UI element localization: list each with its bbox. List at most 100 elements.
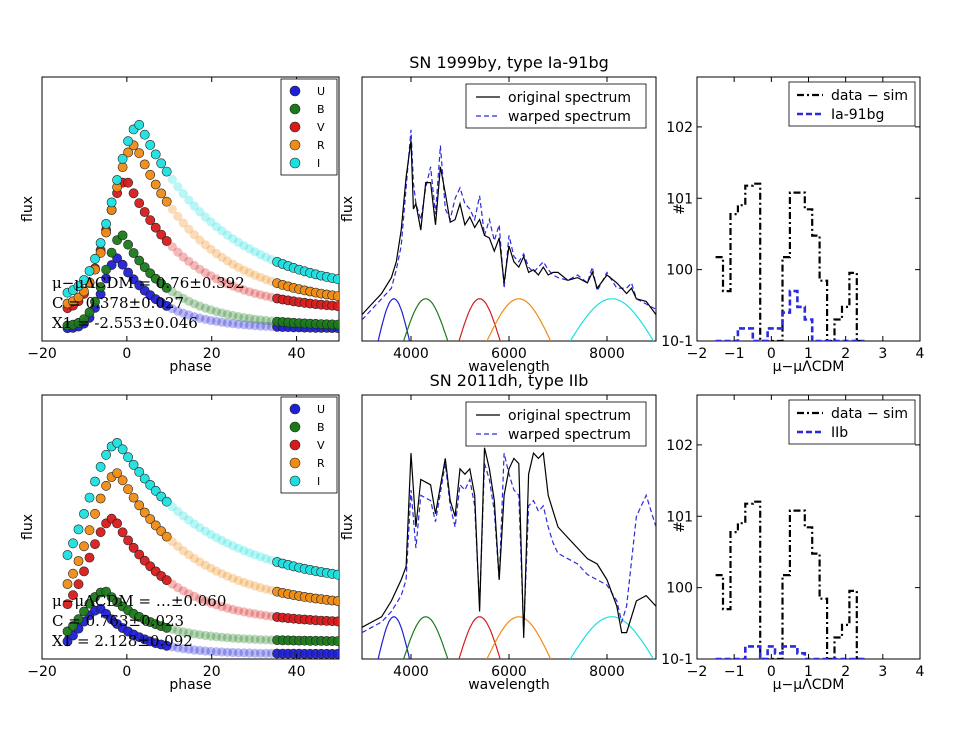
hist-top-ylabel: # [672,203,688,215]
lightcurve-bottom-point-I [189,519,199,529]
lightcurve-bottom-legend-label-B: B [317,421,325,434]
lightcurve-top-point-R [255,272,266,282]
lightcurve-bottom-point-R [134,500,145,511]
lightcurve-top-point-V [206,271,216,281]
spectrum-top-xtick-label: 6000 [491,346,527,362]
lightcurve-top-point-B [134,255,145,266]
lightcurve-top-point-I [161,166,172,177]
lightcurve-top-point-I [332,274,339,285]
lightcurve-top-point-V [150,222,161,233]
lightcurve-top-point-I [189,201,199,211]
spectrum-bottom-xtick-label: 8000 [589,664,625,680]
lightcurve-top-point-B [139,262,150,273]
lightcurve-top-point-I [250,247,260,257]
hist-top-xlabel: μ−μΛCDM [773,359,845,375]
lightcurve-bottom-point-V [228,604,238,615]
lightcurve-top-point-R [184,224,194,234]
lightcurve-bottom-point-R [250,581,260,591]
lightcurve-top-point-I [156,158,167,169]
lightcurve-bottom-point-U [184,644,194,655]
lightcurve-bottom-point-V [123,535,134,546]
lightcurve-top-point-R [239,265,249,275]
lightcurve-top-point-V [195,264,205,274]
lightcurve-top-point-U [123,267,134,278]
spectrum-bottom-legend-label-warped: warped spectrum [508,427,631,443]
lightcurve-top-point-V [184,256,194,266]
lightcurve-bottom-point-U [244,648,255,658]
lightcurve-top-point-U [244,320,255,330]
lightcurve-bottom-point-I [139,473,150,484]
lightcurve-top-point-B [244,313,255,323]
lightcurve-bottom-point-B [167,624,177,634]
hist-bottom-xtick-label: 3 [878,664,887,680]
lightcurve-bottom-xtick-label: 0 [122,664,131,680]
lightcurve-top-xtick-label: 40 [288,346,306,362]
lightcurve-top-point-R [139,159,150,170]
spectrum-bottom-legend [465,401,647,447]
lightcurve-top-xtick-label: −20 [27,346,57,362]
lightcurve-bottom-point-V [173,583,183,593]
lightcurve-bottom-point-V [117,527,128,538]
lightcurve-top-point-V [217,276,227,287]
lightcurve-top-legend-label-U: U [317,85,325,98]
lightcurve-bottom-point-V [112,518,122,529]
spectrum-top-marks [362,129,656,341]
spectrum-top-warped-line [362,129,656,321]
spectrum-top-legend [465,83,647,129]
hist-top-legend-label-data: data − sim [831,88,908,104]
lightcurve-top-point-V [211,274,221,284]
lightcurve-bottom-point-U [217,647,227,657]
lightcurve-bottom-point-R [95,493,106,504]
lightcurve-top-point-B [239,313,249,323]
lightcurve-top-point-I [228,234,238,244]
lightcurve-top-point-B [161,282,172,293]
hist-bottom-ytick-label: 10-1 [661,652,693,668]
lightcurve-top-point-I [134,119,145,130]
hist-bottom-model [715,645,865,659]
lightcurve-bottom-point-R [200,560,210,570]
lightcurve-top-point-R [95,247,106,258]
lightcurve-top-point-R [222,256,232,266]
hist-top-marks [715,182,865,341]
lightcurve-bottom-xtick-label: −20 [27,664,57,680]
hist-bottom-xtick-label: 2 [841,664,850,680]
lightcurve-top-point-U [200,314,210,324]
lightcurve-top-point-U [211,316,221,326]
lightcurve-top-point-U [261,321,271,331]
lightcurve-bottom-point-U [239,648,249,658]
lightcurve-bottom-point-V [250,609,260,619]
lightcurve-top-point-R [101,227,111,238]
spectrum-bottom-original-line [362,447,656,638]
lightcurve-top-point-R [150,179,161,190]
hist-bottom-legend-label-data: data − sim [831,406,908,422]
lightcurve-bottom-point-R [101,480,111,491]
lightcurve-top-point-I [178,189,188,199]
lightcurve-bottom-point-I [255,552,266,562]
lightcurve-top-point-V [145,215,156,226]
lightcurve-bottom-point-R [90,508,100,519]
lightcurve-bottom-point-U [161,640,172,651]
lightcurve-bottom-point-R [332,596,339,606]
lightcurve-bottom-xlabel: phase [169,677,211,693]
lightcurve-bottom-point-R [128,492,139,503]
lightcurve-bottom-point-I [173,506,183,516]
lightcurve-bottom-point-I [62,550,73,560]
lightcurve-bottom-point-R [79,541,89,552]
lightcurve-bottom-point-V [128,542,139,553]
spectrum-top-filter-R [486,298,552,341]
spectrum-bottom-filter-R [486,616,552,659]
lightcurve-bottom-point-B [211,632,221,642]
spectrum-bottom-filter-U [377,616,411,659]
lightcurve-bottom-legend-label-I: I [317,475,320,488]
lightcurve-top-point-B [128,248,139,258]
spectrum-top-xtick-label: 4000 [393,346,429,362]
lightcurve-bottom-point-B [173,626,183,636]
lightcurve-bottom-point-R [62,579,73,589]
lightcurve-bottom-legend-label-R: R [317,457,325,470]
hist-top-xtick-label: 4 [916,346,925,362]
spectrum-bottom-xtick-label: 4000 [393,664,429,680]
lightcurve-bottom-point-I [250,550,260,560]
spectrum-top-legend-label-warped: warped spectrum [508,109,631,125]
hist-top-xtick-label: −2 [687,346,708,362]
lightcurve-bottom-point-R [244,579,255,589]
